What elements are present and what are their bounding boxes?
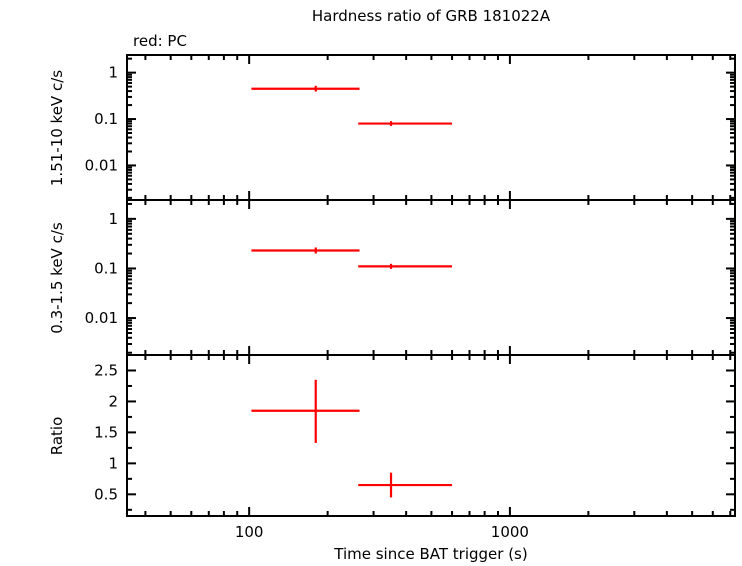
y-axis-label-ratio: Ratio [48, 417, 66, 456]
panel-frame-soft-rate [126, 199, 736, 356]
y-tick-label: 1 [108, 210, 118, 228]
y-tick-label: 1 [108, 454, 118, 472]
y-tick-label: 0.01 [85, 309, 118, 327]
panel-frame-ratio [126, 354, 736, 517]
y-tick-label: 0.1 [94, 110, 118, 128]
y-tick-label: 0.5 [94, 485, 118, 503]
y-tick-label: 0.01 [85, 156, 118, 174]
plot-area: 1 0.1 0.01 1 0.1 0.01 100 1000 0.5 1 1.5 2 2.5 [85, 54, 736, 541]
chart-title: Hardness ratio of GRB 181022A [312, 7, 551, 25]
y-axis-label-hard: 1.51-10 keV c/s [48, 70, 66, 186]
mode-annotation: red: PC [133, 32, 187, 50]
x-tick-label: 1000 [491, 523, 529, 541]
y-tick-label: 1.5 [94, 423, 118, 441]
y-tick-label: 0.1 [94, 259, 118, 277]
y-axis-label-soft: 0.3-1.5 keV c/s [48, 222, 66, 334]
y-tick-label: 2.5 [94, 361, 118, 379]
x-axis-label: Time since BAT trigger (s) [333, 545, 527, 563]
x-tick-label: 100 [235, 523, 264, 541]
y-tick-label: 1 [108, 64, 118, 82]
panel-frame-hard-rate [126, 54, 736, 201]
y-tick-label: 2 [108, 392, 118, 410]
